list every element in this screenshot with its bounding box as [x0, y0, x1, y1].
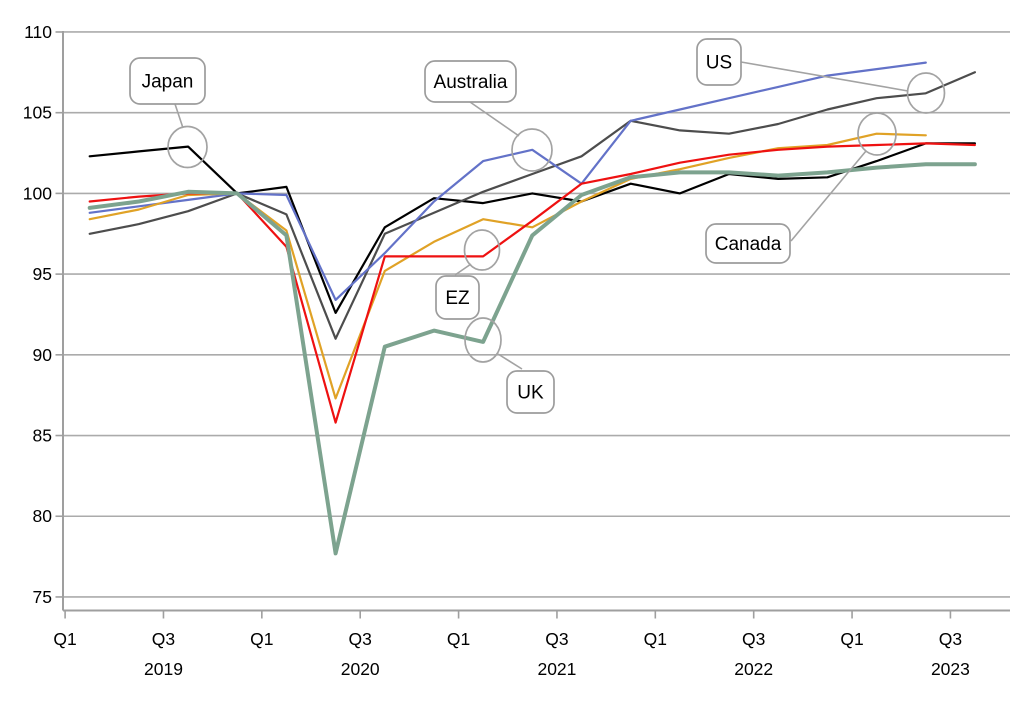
callout-line-canada — [790, 150, 867, 242]
callout-label-ez: EZ — [445, 288, 470, 309]
callout-box-uk — [506, 370, 555, 414]
callout-line-uk — [497, 353, 523, 370]
callout-oval-japan — [167, 125, 208, 169]
callout-label-uk: UK — [517, 383, 544, 404]
callout-label-canada: Canada — [715, 234, 782, 255]
callout-box-us — [696, 38, 742, 86]
x-axis-label-4: Q1 — [447, 629, 470, 649]
callout-line-japan — [174, 103, 184, 129]
x-axis-label-3: Q3 — [349, 629, 372, 649]
callout-oval-ez — [463, 229, 501, 271]
callout-box-canada — [705, 223, 791, 264]
callout-oval-canada — [857, 112, 897, 156]
year-label-2020: 2020 — [341, 659, 380, 679]
callout-line-australia — [469, 101, 520, 137]
series-line-uk — [87, 162, 977, 556]
callout-oval-uk — [464, 317, 502, 363]
callout-oval-australia — [511, 128, 553, 172]
callout-label-japan: Japan — [142, 72, 194, 93]
x-axis-label-5: Q3 — [545, 629, 568, 649]
y-axis-label-110: 110 — [24, 22, 52, 42]
x-axis-label-1: Q3 — [152, 629, 175, 649]
year-label-2019: 2019 — [144, 659, 183, 679]
x-axis-label-9: Q3 — [939, 629, 962, 649]
callout-line-ez — [454, 263, 472, 276]
y-axis-label-90: 90 — [33, 345, 53, 365]
y-axis-label-95: 95 — [33, 264, 52, 284]
x-axis-label-8: Q1 — [840, 629, 863, 649]
callout-oval-us — [906, 72, 946, 114]
y-axis-label-100: 100 — [23, 183, 52, 203]
x-axis-label-2: Q1 — [250, 629, 273, 649]
y-axis-label-105: 105 — [23, 103, 52, 123]
year-label-2021: 2021 — [537, 659, 576, 679]
callout-box-ez — [435, 275, 480, 320]
callout-box-japan — [129, 57, 206, 105]
x-axis-label-0: Q1 — [53, 629, 76, 649]
year-label-2022: 2022 — [734, 659, 773, 679]
x-axis-label-7: Q3 — [742, 629, 765, 649]
callout-label-australia: Australia — [434, 72, 508, 93]
y-axis-label-75: 75 — [33, 587, 52, 607]
callout-box-australia — [424, 60, 517, 103]
year-label-2023: 2023 — [931, 659, 970, 679]
x-axis-label-6: Q1 — [644, 629, 667, 649]
y-axis-label-80: 80 — [33, 506, 53, 526]
y-axis-label-85: 85 — [33, 426, 52, 446]
callout-line-us — [740, 61, 909, 92]
callout-label-us: US — [706, 53, 732, 74]
